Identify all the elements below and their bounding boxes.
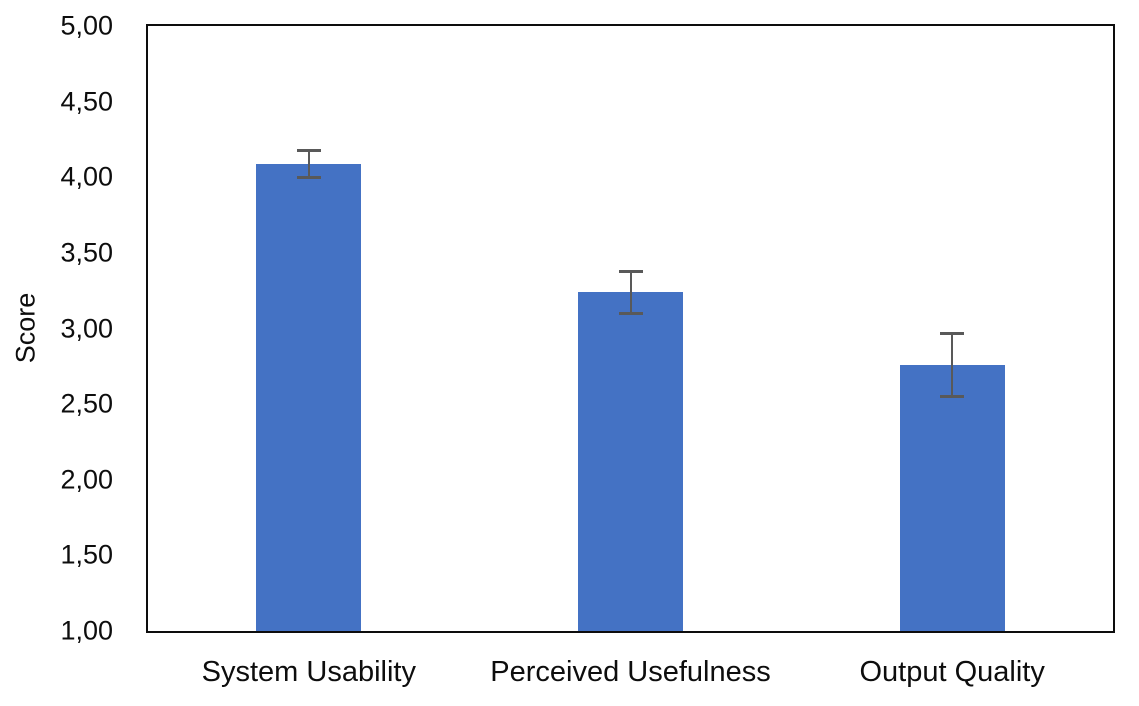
error-bar-cap-top xyxy=(940,331,965,335)
error-bar-cap-top xyxy=(618,269,643,273)
error-bar-stem xyxy=(307,150,310,178)
x-category-label: System Usability xyxy=(201,656,416,688)
y-tick-label: 4,00 xyxy=(60,161,113,192)
y-tick-label: 3,00 xyxy=(60,313,113,343)
plot-area xyxy=(146,24,1115,633)
error-bar-cap-top xyxy=(296,148,321,152)
y-tick-label: 2,50 xyxy=(60,388,113,419)
y-tick-label: 2,00 xyxy=(60,464,113,495)
error-bar-cap-bottom xyxy=(940,395,965,399)
y-tick-label: 4,50 xyxy=(60,86,113,117)
error-bar-stem xyxy=(629,271,632,314)
x-category-label: Output Quality xyxy=(859,656,1045,688)
y-tick-label: 3,50 xyxy=(60,237,113,268)
x-category-label: Perceived Usefulness xyxy=(490,656,771,688)
y-tick-label: 1,50 xyxy=(60,539,113,570)
y-tick-label: 5,00 xyxy=(60,10,113,41)
error-bar-cap-bottom xyxy=(618,311,643,315)
y-tick-label: 1,00 xyxy=(60,615,113,646)
bar xyxy=(899,364,1005,631)
bar xyxy=(578,292,683,631)
error-bar-stem xyxy=(951,333,954,397)
error-bar-cap-bottom xyxy=(296,175,321,179)
bar xyxy=(256,163,362,631)
